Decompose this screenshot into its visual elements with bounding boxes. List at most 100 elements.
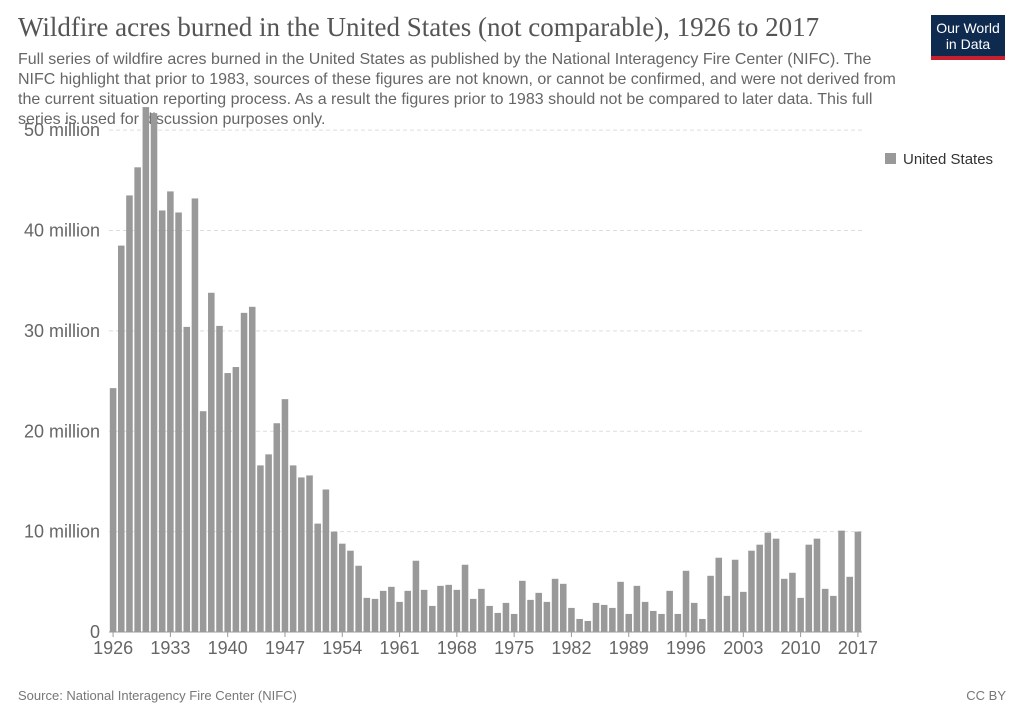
bar-1926[interactable] [109, 388, 117, 632]
bar-1935[interactable] [183, 326, 191, 632]
bar-1993[interactable] [658, 613, 665, 632]
bar-2016[interactable] [846, 576, 853, 632]
bar-2000[interactable] [715, 557, 723, 632]
bar-1977[interactable] [527, 599, 534, 632]
bar-1971[interactable] [478, 588, 485, 632]
bar-1958[interactable] [371, 598, 379, 632]
bar-2017[interactable] [854, 531, 862, 632]
bar-1995[interactable] [674, 613, 682, 632]
bar-2009[interactable] [789, 572, 796, 632]
legend-label[interactable]: United States [903, 151, 993, 168]
bar-1981[interactable] [559, 583, 567, 632]
legend-swatch[interactable] [885, 153, 896, 164]
bar-1990[interactable] [633, 585, 641, 632]
bar-1955[interactable] [347, 550, 354, 632]
bar-1999[interactable] [707, 575, 714, 632]
bar-1986[interactable] [600, 604, 608, 632]
bar-2004[interactable] [748, 550, 755, 632]
bar-1953[interactable] [330, 531, 338, 632]
bar-1962[interactable] [404, 590, 412, 632]
bar-1985[interactable] [592, 602, 600, 632]
y-tick-label: 0 [90, 622, 100, 642]
bar-1950[interactable] [306, 475, 313, 632]
bar-1956[interactable] [355, 565, 362, 632]
bar-1963[interactable] [412, 560, 420, 632]
bar-2001[interactable] [723, 595, 731, 632]
bar-1968[interactable] [453, 589, 461, 632]
bar-1996[interactable] [682, 570, 690, 632]
bar-1952[interactable] [322, 489, 330, 632]
bar-1931[interactable] [150, 113, 158, 633]
bar-1939[interactable] [216, 325, 223, 632]
bar-1949[interactable] [298, 477, 305, 632]
bar-1982[interactable] [568, 607, 575, 632]
bar-1973[interactable] [494, 612, 502, 632]
bar-1941[interactable] [232, 367, 240, 632]
bar-1991[interactable] [641, 601, 649, 632]
bar-1970[interactable] [469, 598, 477, 632]
bar-1945[interactable] [265, 454, 272, 632]
owid-logo[interactable]: Our World in Data [931, 15, 1005, 60]
bar-1959[interactable] [379, 590, 387, 632]
bar-1932[interactable] [158, 210, 166, 633]
bar-1936[interactable] [191, 198, 199, 633]
bar-1976[interactable] [519, 580, 526, 632]
bar-2006[interactable] [764, 532, 772, 632]
bar-1930[interactable] [142, 107, 150, 632]
bar-1927[interactable] [118, 245, 125, 632]
bar-2007[interactable] [772, 538, 780, 632]
bar-2015[interactable] [838, 530, 845, 632]
bar-1944[interactable] [257, 465, 264, 632]
bar-1933[interactable] [167, 191, 174, 633]
bar-1940[interactable] [224, 373, 231, 632]
bar-1994[interactable] [666, 590, 673, 632]
x-tick-label: 2017 [838, 638, 878, 658]
bar-1998[interactable] [699, 618, 706, 632]
bar-1980[interactable] [551, 578, 559, 632]
bar-1961[interactable] [396, 601, 403, 632]
bar-1969[interactable] [461, 564, 469, 632]
bar-1947[interactable] [281, 399, 289, 632]
chart-subtitle: Full series of wildfire acres burned in … [18, 51, 896, 128]
bar-1960[interactable] [388, 586, 395, 632]
bar-1989[interactable] [625, 613, 633, 632]
bar-1978[interactable] [535, 592, 542, 632]
bar-1983[interactable] [576, 618, 583, 632]
bar-1942[interactable] [240, 312, 248, 632]
bar-2010[interactable] [797, 597, 804, 632]
bar-2002[interactable] [731, 559, 739, 632]
bar-1934[interactable] [175, 212, 182, 633]
bar-2008[interactable] [780, 578, 788, 632]
bar-1938[interactable] [208, 292, 215, 632]
y-tick-label: 50 million [24, 120, 100, 140]
bar-1954[interactable] [338, 543, 346, 632]
bar-1946[interactable] [273, 423, 281, 632]
bar-1997[interactable] [690, 602, 698, 632]
bar-1974[interactable] [502, 602, 510, 632]
bar-1988[interactable] [617, 581, 624, 632]
bar-1972[interactable] [486, 605, 493, 632]
license-link[interactable]: CC BY [966, 688, 1006, 703]
bar-1984[interactable] [584, 620, 592, 632]
bar-1951[interactable] [314, 523, 321, 632]
bar-2005[interactable] [756, 544, 763, 632]
bar-2012[interactable] [813, 538, 821, 632]
bar-1937[interactable] [199, 411, 207, 632]
bar-1957[interactable] [363, 597, 371, 632]
bar-2003[interactable] [740, 591, 747, 632]
bar-1975[interactable] [510, 613, 518, 632]
bar-2011[interactable] [805, 544, 813, 632]
bar-1987[interactable] [609, 607, 616, 632]
bar-2013[interactable] [821, 588, 829, 632]
bar-1967[interactable] [445, 584, 452, 632]
bar-1979[interactable] [543, 601, 551, 632]
bar-1965[interactable] [429, 605, 436, 632]
bar-1943[interactable] [248, 306, 256, 632]
bar-1966[interactable] [437, 585, 444, 632]
bar-1928[interactable] [126, 195, 133, 632]
bar-1964[interactable] [420, 589, 428, 632]
bar-1992[interactable] [650, 610, 657, 632]
bar-1929[interactable] [134, 167, 141, 633]
bar-1948[interactable] [289, 465, 297, 632]
bar-2014[interactable] [830, 595, 837, 632]
